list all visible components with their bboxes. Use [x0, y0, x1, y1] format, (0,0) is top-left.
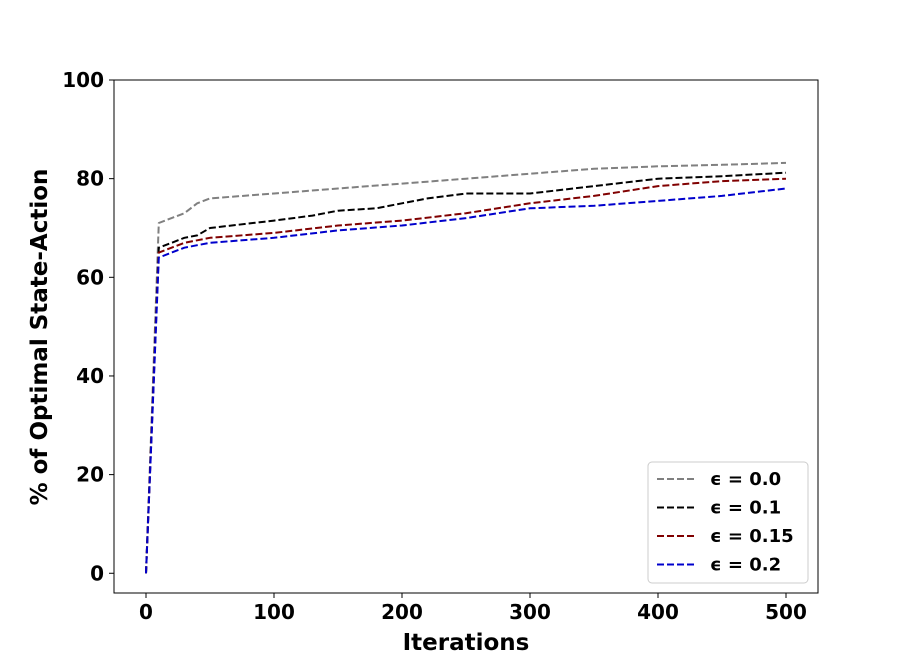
legend-label: ϵ = 0.2 — [710, 555, 781, 576]
x-axis-ticks: 0 100 200 300 400 500 — [139, 593, 807, 624]
legend-box — [647, 461, 809, 584]
x-tick-label: 500 — [765, 600, 807, 624]
x-tick-label: 300 — [509, 600, 551, 624]
x-axis-title: Iterations — [403, 630, 530, 656]
series-line — [145, 171, 787, 574]
y-tick-label: 20 — [76, 463, 104, 487]
y-tick-label: 80 — [76, 167, 104, 191]
y-tick-label: 40 — [76, 364, 104, 388]
legend-label: ϵ = 0.15 — [710, 526, 794, 547]
series-line — [145, 161, 787, 574]
y-axis-title: % of Optimal State-Action — [27, 169, 53, 506]
x-tick-label: 100 — [253, 600, 295, 624]
x-tick-label: 400 — [637, 600, 679, 624]
series-line — [145, 177, 787, 574]
y-tick-label: 0 — [90, 561, 104, 585]
legend-label: ϵ = 0.0 — [710, 469, 781, 490]
legend: ϵ = 0.0 ϵ = 0.1 ϵ = 0.15 ϵ = 0.2 — [647, 461, 809, 584]
y-tick-label: 100 — [62, 68, 104, 92]
series-lines — [145, 161, 787, 574]
y-tick-label: 60 — [76, 265, 104, 289]
x-tick-label: 0 — [139, 600, 153, 624]
y-axis-ticks: 0 20 40 60 80 100 — [62, 68, 114, 585]
legend-label: ϵ = 0.1 — [710, 498, 781, 519]
x-tick-label: 200 — [381, 600, 423, 624]
series-line — [145, 187, 787, 574]
